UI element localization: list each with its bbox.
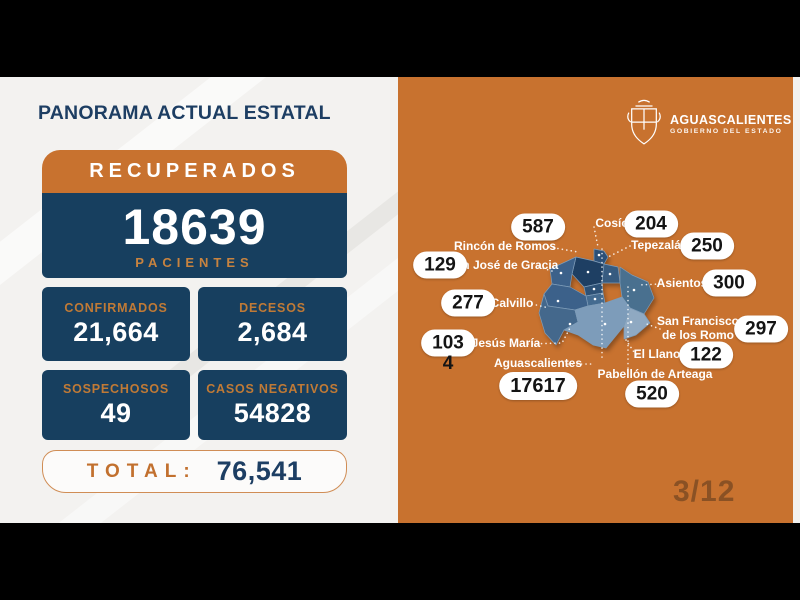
- recovered-card: RECUPERADOS 18639 PACIENTES: [42, 150, 347, 278]
- municipality-value-badge: 520: [625, 380, 679, 408]
- municipality-label: Cosío: [595, 216, 629, 231]
- municipality-value-badge: 587: [511, 213, 565, 241]
- municipality-value-badge: 297: [734, 315, 788, 343]
- map-region-cosio: [593, 248, 609, 265]
- map-panel: AGUASCALIENTES GOBIERNO DEL ESTADO: [398, 77, 793, 523]
- government-logo: AGUASCALIENTES GOBIERNO DEL ESTADO: [626, 99, 792, 149]
- logo-text: AGUASCALIENTES GOBIERNO DEL ESTADO: [670, 113, 792, 135]
- stat-label: CASOS NEGATIVOS: [206, 381, 339, 396]
- municipality-label: San Francisco de los Romo: [656, 314, 740, 342]
- stat-label: CONFIRMADOS: [64, 300, 168, 315]
- logo-title: AGUASCALIENTES: [670, 113, 792, 127]
- stat-card-confirmed: CONFIRMADOS 21,664: [42, 287, 190, 361]
- municipality-value-badge: 103: [421, 329, 475, 357]
- page-title: PANORAMA ACTUAL ESTATAL: [38, 102, 331, 125]
- recovered-unit: PACIENTES: [135, 254, 254, 270]
- municipality-value-badge: 250: [680, 232, 734, 260]
- page-title-regular: PANORAMA ACTUAL: [38, 102, 244, 124]
- recovered-card-body: 18639 PACIENTES: [42, 193, 347, 278]
- municipality-value-badge: 122: [679, 341, 733, 369]
- total-bar: TOTAL: 76,541: [42, 450, 347, 493]
- total-label: TOTAL:: [86, 460, 197, 482]
- stat-card-deaths: DECESOS 2,684: [198, 287, 347, 361]
- stat-label: DECESOS: [239, 300, 306, 315]
- municipality-label: Jesús María: [471, 336, 541, 351]
- recovered-card-header: RECUPERADOS: [42, 150, 347, 193]
- total-value: 76,541: [216, 456, 303, 486]
- municipality-label: Aguascalientes: [493, 356, 583, 371]
- municipality-value-overflow: 4: [442, 353, 454, 374]
- stat-card-suspected: SOSPECHOSOS 49: [42, 370, 190, 440]
- stat-value: 49: [100, 397, 132, 428]
- coat-of-arms-icon: [627, 99, 661, 145]
- municipality-label: San José de Gracia: [447, 258, 559, 273]
- map-region-el-llano: [623, 307, 651, 340]
- stat-card-negatives: CASOS NEGATIVOS 54828: [198, 370, 347, 440]
- map-region-sj-gracia: [549, 256, 577, 288]
- leader-lines: [527, 226, 661, 372]
- municipality-value-badge: 300: [702, 269, 756, 297]
- municipality-value-badge: 17617: [499, 372, 577, 400]
- statistics-panel: PANORAMA ACTUAL ESTATAL RECUPERADOS 1863…: [0, 77, 398, 523]
- municipality-label: Asientos: [656, 276, 708, 291]
- stats-grid: CONFIRMADOS 21,664 DECESOS 2,684 SOSPECH…: [42, 287, 347, 440]
- municipal-seat-dots: [556, 253, 636, 326]
- page-indicator: 3/12: [673, 475, 736, 508]
- stat-value: 54828: [233, 397, 312, 428]
- municipality-label: Tepezalá: [631, 238, 681, 253]
- municipality-label: Calvillo: [490, 296, 534, 311]
- municipality-value-badge: 277: [441, 289, 495, 317]
- municipality-label: El Llano: [633, 347, 681, 362]
- recovered-value: 18639: [122, 198, 267, 255]
- stat-value: 21,664: [73, 316, 159, 347]
- municipality-value-badge: 204: [624, 210, 678, 238]
- municipality-value-badge: 129: [413, 251, 467, 279]
- logo-subtitle: GOBIERNO DEL ESTADO: [670, 128, 783, 135]
- municipality-label: Rincón de Romos: [453, 239, 557, 254]
- page-title-bold: ESTATAL: [243, 102, 331, 124]
- aguascalientes-state-map: [527, 226, 661, 372]
- stat-value: 2,684: [237, 316, 308, 347]
- stat-label: SOSPECHOSOS: [62, 381, 170, 396]
- infographic-slide: PANORAMA ACTUAL ESTATAL RECUPERADOS 1863…: [0, 77, 800, 523]
- municipality-label: Pabellón de Arteaga: [597, 367, 713, 382]
